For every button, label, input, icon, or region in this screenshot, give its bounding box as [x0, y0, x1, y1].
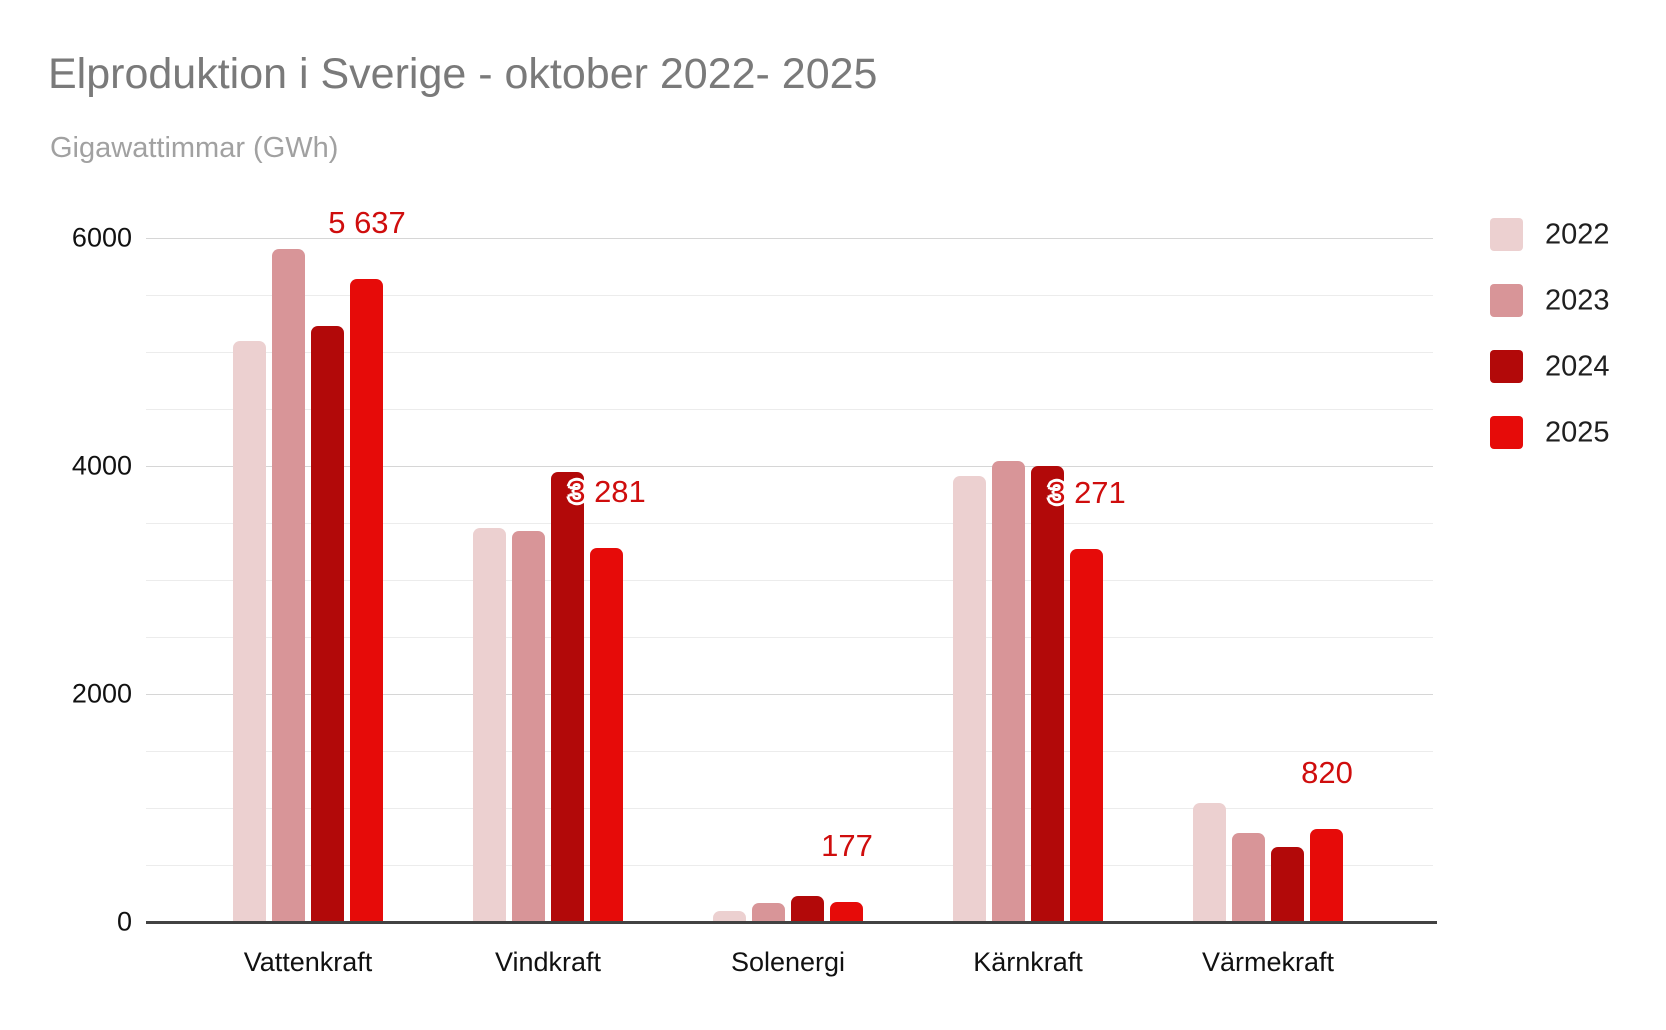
- bar-solenergi-2022[interactable]: [713, 911, 746, 922]
- bar-vattenkraft-2024[interactable]: [311, 326, 344, 922]
- legend-label: 2022: [1545, 218, 1610, 251]
- legend-swatch-icon: [1490, 284, 1523, 317]
- bar-vindkraft-2024[interactable]: [551, 472, 584, 922]
- bar-solenergi-2023[interactable]: [752, 903, 785, 922]
- bar-vattenkraft-2023[interactable]: [272, 249, 305, 922]
- minor-gridline: [146, 865, 1433, 866]
- legend-label: 2023: [1545, 284, 1610, 317]
- minor-gridline: [146, 352, 1433, 353]
- bar-värmekraft-2022[interactable]: [1193, 803, 1226, 922]
- chart-subtitle: Gigawattimmar (GWh): [50, 132, 339, 164]
- bar-value-label: 820: [1301, 755, 1353, 790]
- bar-vindkraft-2022[interactable]: [473, 528, 506, 922]
- major-gridline: [146, 694, 1433, 695]
- legend-label: 2024: [1545, 350, 1610, 383]
- minor-gridline: [146, 523, 1433, 524]
- bar-kärnkraft-2023[interactable]: [992, 461, 1025, 922]
- x-axis-label: Kärnkraft: [973, 947, 1083, 977]
- legend-swatch-icon: [1490, 218, 1523, 251]
- minor-gridline: [146, 295, 1433, 296]
- bar-värmekraft-2023[interactable]: [1232, 833, 1265, 922]
- y-axis-label: 2000: [71, 678, 132, 709]
- major-gridline: [146, 238, 1433, 239]
- bar-vattenkraft-2025[interactable]: [350, 279, 383, 922]
- legend-label: 2025: [1545, 416, 1610, 449]
- bar-kärnkraft-2024[interactable]: [1031, 466, 1064, 922]
- bar-value-label: 3 271: [1048, 475, 1126, 510]
- bar-value-label: 5 637: [328, 205, 406, 240]
- bar-value-label: 3 281: [568, 474, 646, 509]
- chart-title: Elproduktion i Sverige - oktober 2022- 2…: [48, 50, 878, 98]
- major-gridline: [146, 466, 1433, 467]
- minor-gridline: [146, 751, 1433, 752]
- bar-kärnkraft-2022[interactable]: [953, 476, 986, 922]
- x-axis-line: [146, 921, 1437, 924]
- bar-value-label: 177: [821, 828, 873, 863]
- x-axis-label: Solenergi: [730, 947, 846, 977]
- x-axis-label: Värmekraft: [1201, 947, 1335, 977]
- y-axis-label: 6000: [71, 222, 132, 253]
- bar-vindkraft-2023[interactable]: [512, 531, 545, 922]
- bar-vindkraft-2025[interactable]: [590, 548, 623, 922]
- bar-värmekraft-2024[interactable]: [1271, 847, 1304, 922]
- bar-solenergi-2025[interactable]: [830, 902, 863, 922]
- bar-solenergi-2024[interactable]: [791, 896, 824, 922]
- minor-gridline: [146, 409, 1433, 410]
- bar-kärnkraft-2025[interactable]: [1070, 549, 1103, 922]
- bar-vattenkraft-2022[interactable]: [233, 341, 266, 922]
- y-axis-label: 0: [116, 906, 132, 937]
- y-axis-label: 4000: [71, 450, 132, 481]
- legend-swatch-icon: [1490, 350, 1523, 383]
- legend-swatch-icon: [1490, 416, 1523, 449]
- minor-gridline: [146, 808, 1433, 809]
- bar-värmekraft-2025[interactable]: [1310, 829, 1343, 922]
- minor-gridline: [146, 580, 1433, 581]
- x-axis-label: Vindkraft: [494, 947, 602, 977]
- minor-gridline: [146, 637, 1433, 638]
- x-axis-label: Vattenkraft: [243, 947, 373, 977]
